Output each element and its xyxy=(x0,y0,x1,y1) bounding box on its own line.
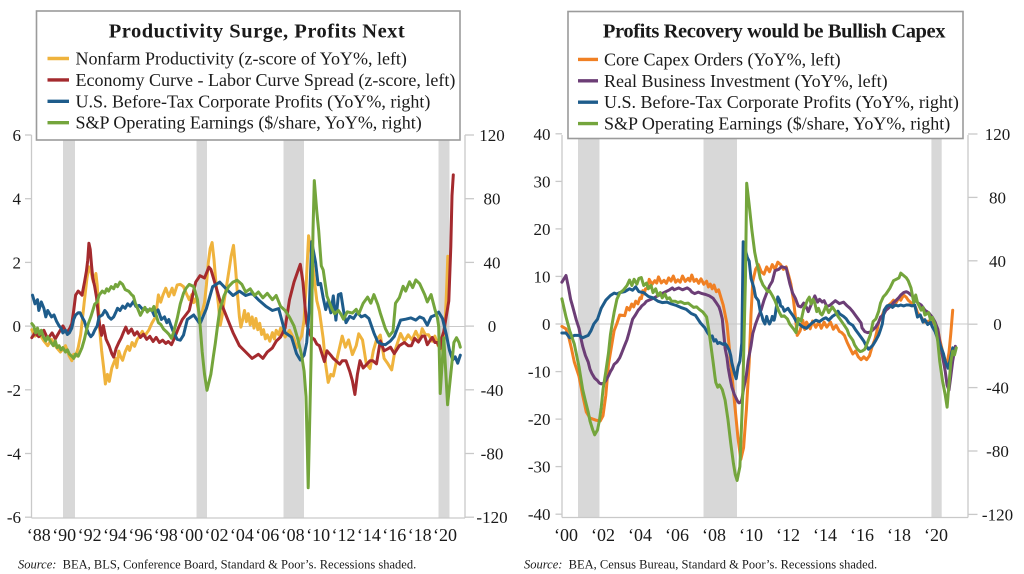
svg-text:‘96: ‘96 xyxy=(128,525,152,545)
svg-text:6: 6 xyxy=(13,126,22,145)
svg-text:40: 40 xyxy=(484,253,501,272)
svg-text:‘14: ‘14 xyxy=(813,525,837,545)
svg-text:‘10: ‘10 xyxy=(306,525,330,545)
svg-text:80: 80 xyxy=(484,190,501,209)
svg-text:‘00: ‘00 xyxy=(179,525,203,545)
svg-text:‘90: ‘90 xyxy=(52,525,76,545)
svg-text:-6: -6 xyxy=(7,508,21,527)
svg-text:Nonfarm Productivity (z-score: Nonfarm Productivity (z-score of YoY%, l… xyxy=(76,49,407,70)
svg-text:Productivity Surge, Profits Ne: Productivity Surge, Profits Next xyxy=(109,21,406,43)
svg-text:Profits Recovery would be Bull: Profits Recovery would be Bullish Capex xyxy=(603,21,946,43)
svg-text:10: 10 xyxy=(534,267,551,286)
svg-text:‘18: ‘18 xyxy=(408,525,432,545)
svg-text:-10: -10 xyxy=(528,363,551,382)
svg-text:‘20: ‘20 xyxy=(433,525,457,545)
svg-text:-4: -4 xyxy=(7,445,22,464)
svg-text:20: 20 xyxy=(534,220,551,239)
svg-text:80: 80 xyxy=(989,188,1006,207)
svg-text:‘00: ‘00 xyxy=(554,525,578,545)
svg-text:‘02: ‘02 xyxy=(591,525,615,545)
svg-text:-120: -120 xyxy=(982,505,1013,524)
svg-text:‘98: ‘98 xyxy=(154,525,178,545)
svg-text:-120: -120 xyxy=(476,508,507,527)
svg-text:40: 40 xyxy=(534,125,551,144)
svg-text:‘16: ‘16 xyxy=(382,525,406,545)
svg-text:‘02: ‘02 xyxy=(205,525,229,545)
svg-text:0: 0 xyxy=(488,317,497,336)
svg-text:‘16: ‘16 xyxy=(850,525,874,545)
svg-text:S&P Operating Earnings ($/shar: S&P Operating Earnings ($/share, YoY%, r… xyxy=(76,113,422,134)
svg-text:U.S. Before-Tax Corporate Prof: U.S. Before-Tax Corporate Profits (YoY%,… xyxy=(76,91,431,112)
svg-text:‘08: ‘08 xyxy=(702,525,726,545)
svg-text:-40: -40 xyxy=(481,381,504,400)
svg-text:U.S. Before-Tax Corporate Prof: U.S. Before-Tax Corporate Profits (YoY%,… xyxy=(604,92,959,113)
svg-text:‘14: ‘14 xyxy=(357,525,381,545)
svg-text:-40: -40 xyxy=(528,505,551,524)
svg-text:‘18: ‘18 xyxy=(887,525,911,545)
svg-text:-40: -40 xyxy=(986,379,1009,398)
svg-text:0: 0 xyxy=(542,315,551,334)
svg-text:-80: -80 xyxy=(481,445,504,464)
svg-text:-80: -80 xyxy=(986,442,1009,461)
svg-text:‘06: ‘06 xyxy=(665,525,689,545)
svg-text:2: 2 xyxy=(13,253,22,272)
svg-text:Source: BEA, BLS, Conference B: Source: BEA, BLS, Conference Board, Stan… xyxy=(18,558,416,572)
svg-text:120: 120 xyxy=(985,125,1011,144)
svg-text:0: 0 xyxy=(993,315,1002,334)
svg-text:‘12: ‘12 xyxy=(776,525,800,545)
svg-text:-30: -30 xyxy=(528,458,551,477)
svg-text:Core Capex Orders (YoY%, left): Core Capex Orders (YoY%, left) xyxy=(604,49,841,70)
svg-text:‘88: ‘88 xyxy=(27,525,51,545)
svg-text:‘08: ‘08 xyxy=(281,525,305,545)
svg-text:Economy Curve - Labor Curve Sp: Economy Curve - Labor Curve Spread (z-sc… xyxy=(76,70,456,91)
svg-text:4: 4 xyxy=(13,190,22,209)
svg-text:‘92: ‘92 xyxy=(78,525,102,545)
svg-text:‘04: ‘04 xyxy=(230,525,254,545)
svg-text:120: 120 xyxy=(479,126,505,145)
svg-text:Source: BEA, Census Bureau, St: Source: BEA, Census Bureau, Standard & P… xyxy=(524,558,877,572)
svg-text:Real Business Investment (YoY%: Real Business Investment (YoY%, left) xyxy=(604,71,888,92)
svg-text:‘12: ‘12 xyxy=(332,525,356,545)
svg-text:-2: -2 xyxy=(7,381,21,400)
svg-text:‘04: ‘04 xyxy=(628,525,652,545)
svg-text:40: 40 xyxy=(989,252,1006,271)
svg-text:-20: -20 xyxy=(528,410,551,429)
svg-text:S&P Operating Earnings ($/shar: S&P Operating Earnings ($/share, YoY%, r… xyxy=(604,114,950,135)
svg-text:0: 0 xyxy=(13,317,22,336)
svg-text:30: 30 xyxy=(534,172,551,191)
svg-text:‘10: ‘10 xyxy=(739,525,763,545)
svg-text:‘94: ‘94 xyxy=(103,525,127,545)
svg-text:‘06: ‘06 xyxy=(255,525,279,545)
svg-text:‘20: ‘20 xyxy=(924,525,948,545)
